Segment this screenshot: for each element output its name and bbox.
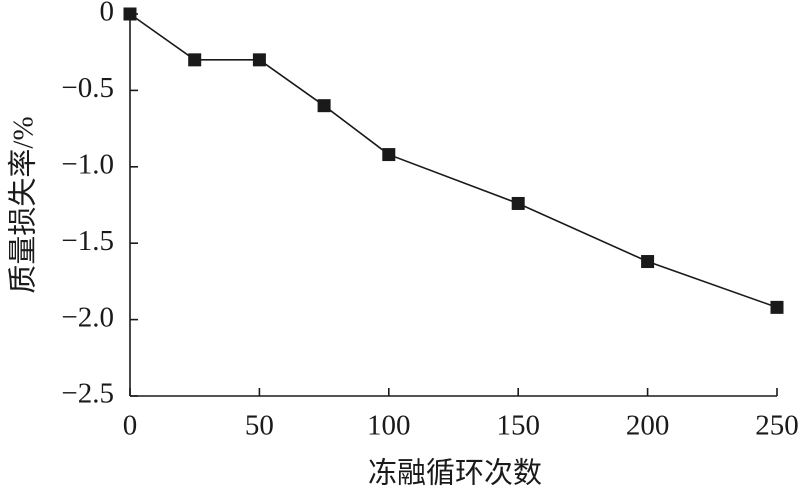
data-point [770,300,784,314]
y-tick-label: −1.0 [61,148,114,180]
data-point [252,53,266,67]
data-point [511,196,525,210]
y-tick-label: −2.0 [61,301,114,333]
data-line [129,13,778,309]
data-point [317,99,331,113]
x-tick-label: 50 [245,410,274,442]
x-tick-label: 0 [123,410,138,442]
y-axis-title: 质量损失率/% [7,116,40,293]
x-tick-label: 250 [755,410,799,442]
data-point [382,148,396,162]
y-tick-label: −0.5 [61,72,114,104]
y-tick-label: −1.5 [61,225,114,257]
x-tick-label: 100 [367,410,411,442]
y-tick-label: −2.5 [61,378,114,410]
y-tick-label: 0 [100,0,115,28]
x-axis-title: 冻融循环次数 [368,457,542,490]
x-tick-label: 200 [626,410,670,442]
data-point [188,53,202,67]
data-point [641,255,655,269]
x-tick-label: 150 [496,410,540,442]
data-point [123,7,137,21]
